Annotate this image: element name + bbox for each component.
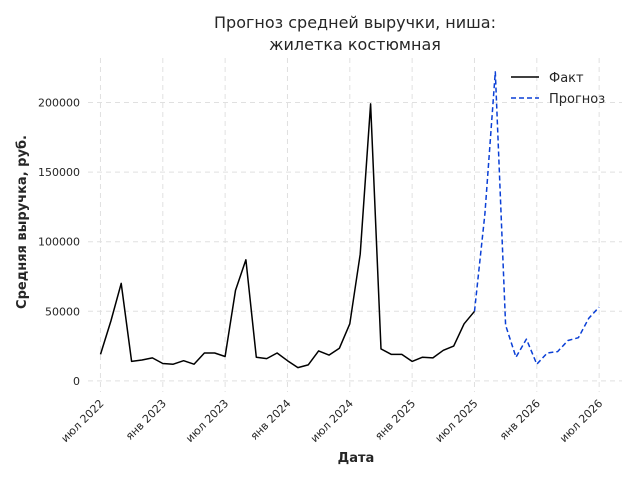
y-tick-label: 150000 — [38, 166, 80, 179]
y-axis-ticks: 0 50000 100000 150000 200000 — [38, 97, 80, 388]
x-tick-label: июл 2024 — [308, 397, 356, 445]
series-forecast-line — [473, 71, 600, 365]
x-tick-label: июл 2026 — [557, 397, 605, 445]
x-tick-label: июл 2025 — [433, 397, 481, 445]
legend: Факт Прогноз — [511, 71, 605, 107]
chart-title-line-1: Прогноз средней выручки, ниша: — [214, 13, 496, 32]
x-tick-label: янв 2024 — [248, 397, 294, 443]
y-tick-label: 100000 — [38, 236, 80, 249]
x-tick-label: янв 2026 — [497, 397, 543, 443]
x-axis-label: Дата — [338, 451, 375, 466]
x-tick-label: июл 2023 — [183, 397, 231, 445]
y-axis-label: Средняя выручка, руб. — [15, 135, 30, 309]
y-tick-label: 200000 — [38, 97, 80, 110]
plot-area — [99, 71, 600, 369]
legend-forecast-label: Прогноз — [549, 92, 605, 107]
chart-title-line-2: жилетка костюмная — [269, 35, 441, 54]
y-tick-label: 0 — [73, 375, 80, 388]
grid — [88, 58, 622, 392]
y-tick-label: 50000 — [45, 305, 80, 318]
x-tick-label: янв 2023 — [123, 397, 169, 443]
x-axis-ticks: июл 2022 янв 2023 июл 2023 янв 2024 июл 2024… — [59, 397, 606, 445]
legend-fact-label: Факт — [549, 71, 584, 86]
x-tick-label: янв 2025 — [372, 397, 418, 443]
x-tick-label: июл 2022 — [59, 397, 107, 445]
series-fact-line — [99, 103, 476, 369]
